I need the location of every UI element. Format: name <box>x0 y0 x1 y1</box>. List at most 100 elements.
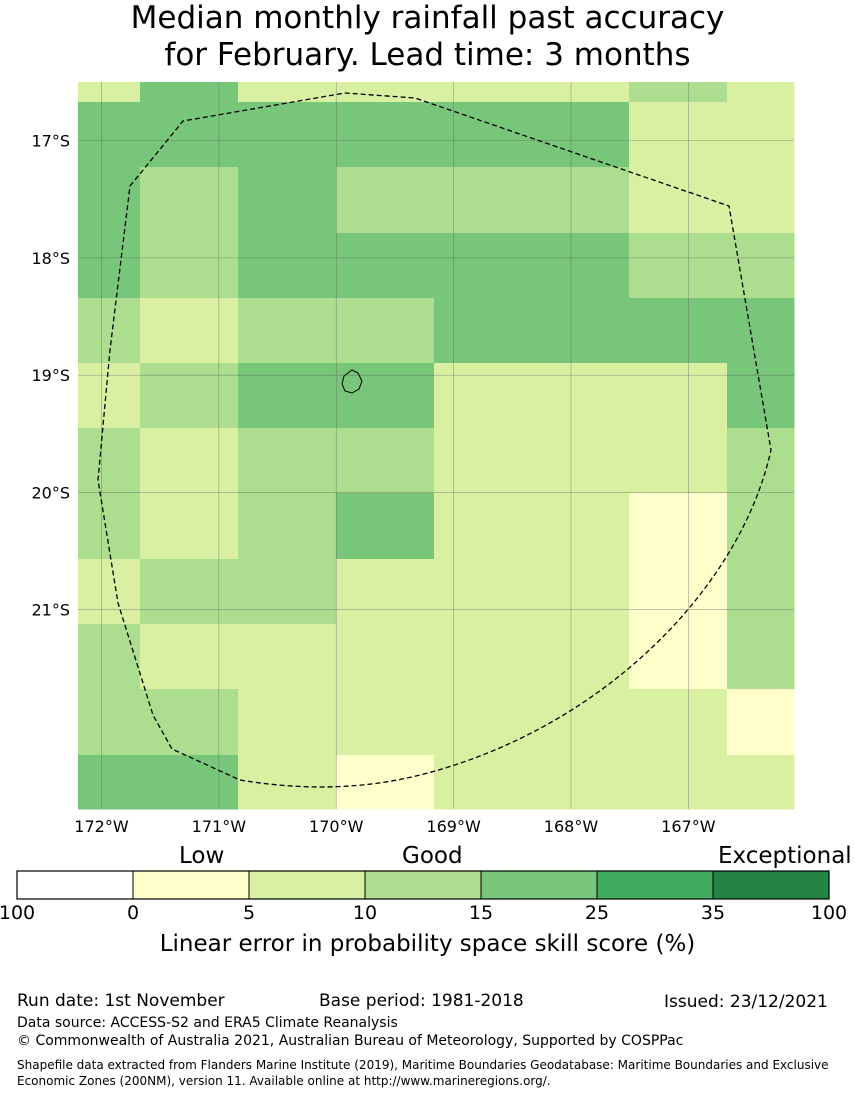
lat-tick-label: 18°S <box>31 249 70 268</box>
grid-cell <box>336 167 435 234</box>
colorbar-tick: 5 <box>242 902 256 924</box>
grid-cell <box>140 493 239 560</box>
lon-tick-label: 170°W <box>309 817 364 836</box>
grid-cell <box>78 624 141 690</box>
colorbar-swatch <box>16 870 134 900</box>
grid-cell <box>727 493 795 560</box>
grid-cell <box>238 689 337 756</box>
lon-tick-label: 172°W <box>74 817 129 836</box>
grid-cell <box>531 493 630 560</box>
lon-tick-label: 171°W <box>192 817 247 836</box>
colorbar <box>16 870 830 900</box>
grid-cell <box>78 428 141 494</box>
lat-tick-label: 21°S <box>31 601 70 620</box>
grid-cell <box>629 233 728 299</box>
colorbar-label: Linear error in probability space skill … <box>159 931 696 957</box>
grid-cell <box>238 755 337 810</box>
grid-cell <box>434 428 532 494</box>
grid-cell <box>238 82 337 103</box>
skill-grid <box>78 82 795 810</box>
grid-cell <box>727 428 795 494</box>
colorbar-frame <box>16 870 830 900</box>
lat-tick-label: 20°S <box>31 483 70 502</box>
copyright: © Commonwealth of Australia 2021, Austra… <box>17 1033 684 1049</box>
colorbar-tick: 10 <box>352 902 378 924</box>
grid-cell <box>238 493 337 560</box>
grid-cell <box>140 428 239 494</box>
grid-cell <box>531 298 630 364</box>
data-source: Data source: ACCESS-S2 and ERA5 Climate … <box>17 1015 398 1031</box>
grid-cell <box>629 82 728 103</box>
grid-cell <box>140 559 239 625</box>
grid-cell <box>531 82 630 103</box>
grid-cell <box>434 167 532 234</box>
grid-cell <box>336 493 435 560</box>
grid-cell <box>434 233 532 299</box>
grid-cell <box>531 363 630 429</box>
colorbar-tick: 100 <box>810 902 848 924</box>
grid-cell <box>434 102 532 168</box>
grid-cell <box>727 363 795 429</box>
grid-cell <box>238 363 337 429</box>
grid-cell <box>531 689 630 756</box>
grid-cell <box>434 689 532 756</box>
grid-cell <box>78 559 141 625</box>
grid-cell <box>727 559 795 625</box>
grid-cell <box>531 559 630 625</box>
grid-cell <box>727 755 795 810</box>
colorbar-swatch <box>596 870 714 900</box>
grid-cell <box>238 167 337 234</box>
grid-cell <box>140 167 239 234</box>
grid-cell <box>434 82 532 103</box>
lat-tick-label: 19°S <box>31 366 70 385</box>
grid-cell <box>629 755 728 810</box>
lon-tick-label: 168°W <box>544 817 599 836</box>
map-title: Median monthly rainfall past accuracy fo… <box>0 0 855 74</box>
grid-cell <box>336 102 435 168</box>
grid-cell <box>727 298 795 364</box>
lon-tick-label: 169°W <box>426 817 481 836</box>
grid-cell <box>727 624 795 690</box>
grid-cell <box>531 755 630 810</box>
grid-cell <box>629 624 728 690</box>
colorbar-tick: 15 <box>468 902 494 924</box>
grid-cell <box>78 689 141 756</box>
grid-cell <box>531 102 630 168</box>
grid-cell <box>78 167 141 234</box>
grid-cell <box>727 167 795 234</box>
grid-cell <box>629 689 728 756</box>
grid-cell <box>629 363 728 429</box>
grid-cell <box>78 233 141 299</box>
grid-cell <box>336 233 435 299</box>
grid-cell <box>434 493 532 560</box>
grid-cell <box>727 82 795 103</box>
grid-cell <box>629 559 728 625</box>
grid-cell <box>434 363 532 429</box>
colorbar-swatch <box>364 870 482 900</box>
colorbar-tick: 100 <box>0 902 36 924</box>
grid-cell <box>78 363 141 429</box>
niue-island-outline <box>341 369 363 394</box>
grid-cell <box>336 298 435 364</box>
grid-cell <box>238 428 337 494</box>
grid-cell <box>531 233 630 299</box>
grid-cell <box>434 298 532 364</box>
colorbar-swatch <box>248 870 366 900</box>
grid-cell <box>727 689 795 756</box>
colorbar-swatch <box>480 870 598 900</box>
colorbar-swatch <box>712 870 830 900</box>
lon-tick-label: 167°W <box>661 817 716 836</box>
grid-cell <box>78 102 141 168</box>
map-title-line-1: Median monthly rainfall past accuracy <box>130 0 725 36</box>
lat-tick-label: 17°S <box>31 132 70 151</box>
issued-date: Issued: 23/12/2021 <box>664 992 828 1012</box>
grid-cell <box>336 689 435 756</box>
grid-cell <box>238 298 337 364</box>
colorbar-swatch <box>132 870 250 900</box>
grid-cell <box>140 102 239 168</box>
grid-cell <box>434 559 532 625</box>
grid-cell <box>140 298 239 364</box>
grid-cell <box>336 363 435 429</box>
grid-cell <box>629 102 728 168</box>
